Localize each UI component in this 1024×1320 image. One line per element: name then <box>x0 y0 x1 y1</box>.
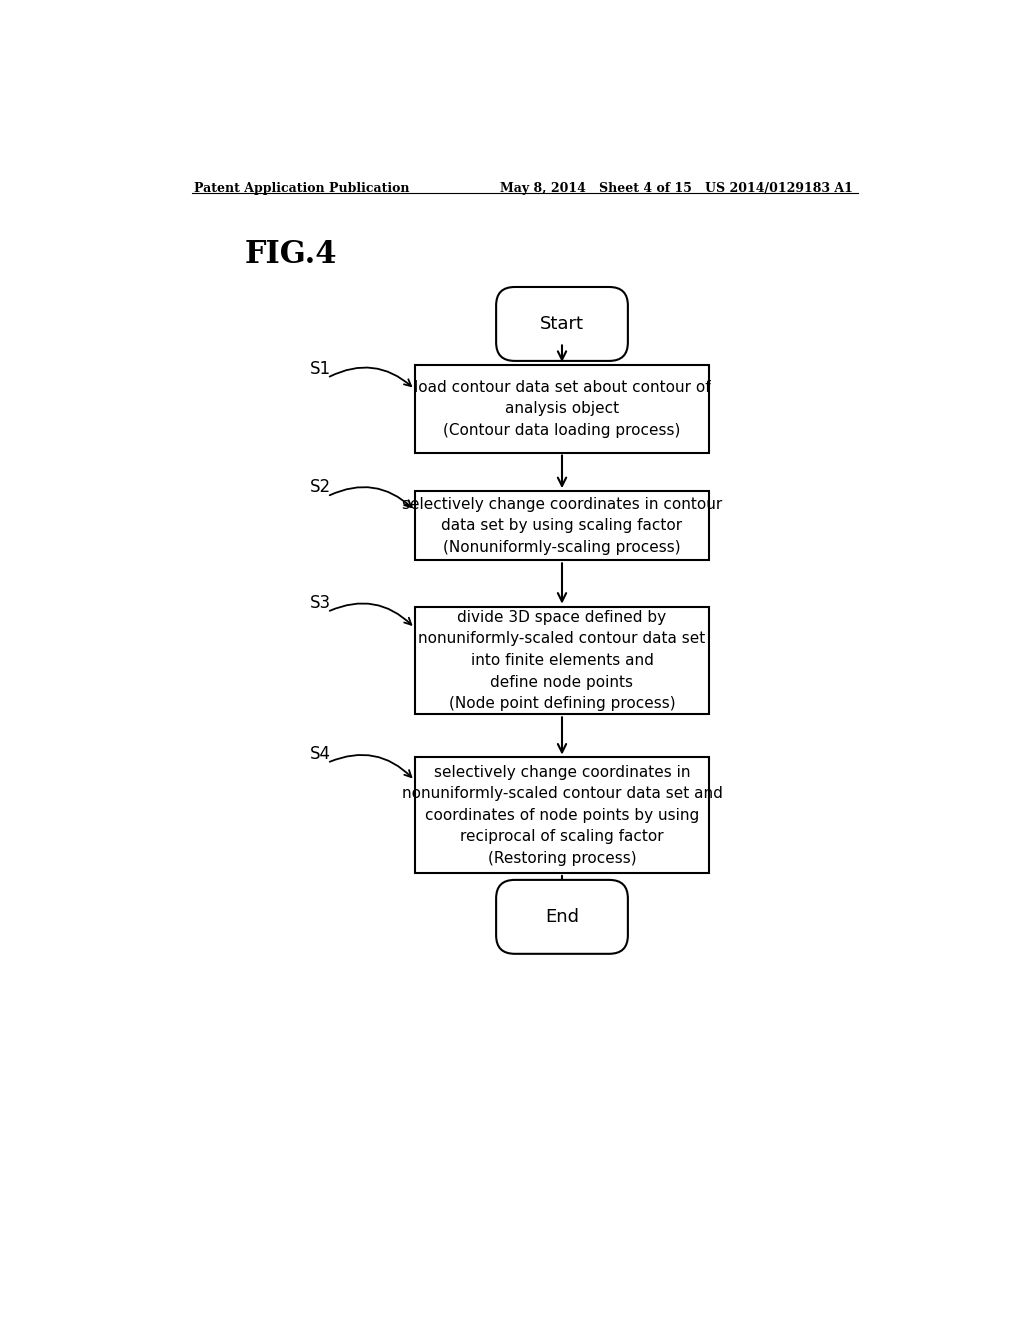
Text: S2: S2 <box>310 478 331 496</box>
Text: FIG.4: FIG.4 <box>245 239 337 271</box>
Text: divide 3D space defined by
nonuniformly-scaled contour data set
into finite elem: divide 3D space defined by nonuniformly-… <box>419 610 706 711</box>
Text: End: End <box>545 908 579 925</box>
Bar <box>415 491 710 561</box>
Bar <box>415 607 710 714</box>
Text: S3: S3 <box>310 594 331 611</box>
Text: US 2014/0129183 A1: US 2014/0129183 A1 <box>705 182 853 194</box>
FancyBboxPatch shape <box>496 286 628 360</box>
Text: Patent Application Publication: Patent Application Publication <box>194 182 410 194</box>
Bar <box>415 758 710 873</box>
FancyBboxPatch shape <box>496 880 628 954</box>
Text: load contour data set about contour of
analysis object
(Contour data loading pro: load contour data set about contour of a… <box>414 380 711 438</box>
Text: selectively change coordinates in
nonuniformly-scaled contour data set and
coord: selectively change coordinates in nonuni… <box>401 764 723 866</box>
Text: S4: S4 <box>310 744 331 763</box>
Bar <box>415 364 710 453</box>
Text: S1: S1 <box>310 359 331 378</box>
Text: selectively change coordinates in contour
data set by using scaling factor
(Nonu: selectively change coordinates in contou… <box>401 496 722 554</box>
Text: Start: Start <box>540 315 584 333</box>
Text: May 8, 2014   Sheet 4 of 15: May 8, 2014 Sheet 4 of 15 <box>500 182 692 194</box>
